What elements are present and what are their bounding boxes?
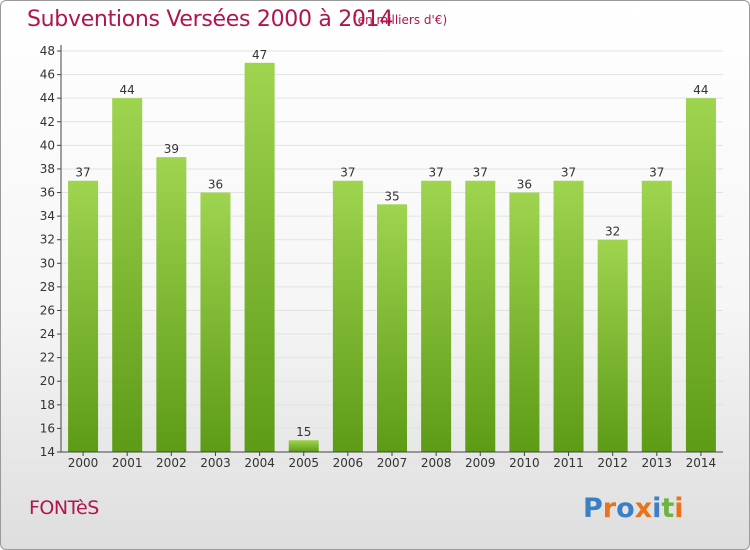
x-tick-label: 2010 <box>509 456 540 470</box>
x-tick-label: 2004 <box>244 456 275 470</box>
bar-2010 <box>509 192 540 452</box>
bar-value-label: 37 <box>428 166 443 180</box>
bar-value-label: 37 <box>340 166 355 180</box>
bar-2000 <box>68 180 99 452</box>
bars <box>68 62 716 453</box>
axes: 14 16 18 20 22 24 26 28 30 32 34 36 38 40 42 44 46 48 2000… <box>40 44 723 470</box>
y-tick-label: 40 <box>40 138 55 152</box>
y-tick-label: 32 <box>40 233 55 247</box>
bar-value-label: 37 <box>561 166 576 180</box>
bar-2002 <box>156 157 187 452</box>
y-tick-label: 24 <box>40 327 55 341</box>
bar-2009 <box>465 180 496 452</box>
x-tick-label: 2008 <box>421 456 452 470</box>
chart-unit: (en milliers d'€) <box>353 13 448 27</box>
bar-2003 <box>200 192 231 452</box>
data-labels: 37 44 39 36 47 15 37 35 37 37 36 37 32 37 44 <box>75 48 708 439</box>
bar-value-label: 44 <box>693 83 708 97</box>
y-tick-label: 30 <box>40 256 55 270</box>
y-tick-label: 28 <box>40 280 55 294</box>
x-tick-label: 2009 <box>465 456 496 470</box>
x-tick-label: 2000 <box>68 456 99 470</box>
bar-value-label: 36 <box>517 178 532 192</box>
bar-2006 <box>332 180 363 452</box>
x-tick-label: 2012 <box>597 456 628 470</box>
bar-2004 <box>244 62 275 452</box>
x-tick-label: 2014 <box>686 456 717 470</box>
bar-value-label: 36 <box>208 178 223 192</box>
x-tick-label: 2011 <box>553 456 584 470</box>
bar-value-label: 35 <box>384 189 399 203</box>
x-tick-label: 2005 <box>288 456 319 470</box>
bar-value-label: 39 <box>164 142 179 156</box>
y-tick-label: 46 <box>40 68 55 82</box>
svg-text:Proxiti: Proxiti <box>583 493 684 524</box>
bar-value-label: 47 <box>252 48 267 62</box>
bar-chart: 37 44 39 36 47 15 37 35 37 37 36 37 32 37 44 14 16 18 20 2… <box>40 44 723 470</box>
y-tick-label: 48 <box>40 44 55 58</box>
bar-value-label: 37 <box>649 166 664 180</box>
y-tick-label: 22 <box>40 351 55 365</box>
bar-2007 <box>377 204 407 452</box>
y-tick-label: 18 <box>40 398 55 412</box>
bar-value-label: 37 <box>75 166 90 180</box>
y-tick-label: 26 <box>40 303 55 317</box>
x-tick-label: 2006 <box>333 456 364 470</box>
y-tick-label: 20 <box>40 374 55 388</box>
proxiti-logo: Proxiti <box>583 493 684 524</box>
commune-name: FONTèS <box>29 497 99 519</box>
bar-2001 <box>112 98 143 453</box>
bar-2011 <box>553 180 584 452</box>
chart-title: Subventions Versées 2000 à 2014 <box>27 7 394 32</box>
y-tick-label: 34 <box>40 209 55 223</box>
y-tick-label: 16 <box>40 421 55 435</box>
x-tick-label: 2007 <box>377 456 408 470</box>
bar-2012 <box>597 239 628 452</box>
bar-value-label: 32 <box>605 225 620 239</box>
bar-value-label: 37 <box>473 166 488 180</box>
bar-2013 <box>641 180 672 452</box>
x-tick-label: 2013 <box>642 456 673 470</box>
x-tick-label: 2003 <box>200 456 231 470</box>
bar-value-label: 44 <box>120 83 135 97</box>
bar-2005 <box>288 440 319 452</box>
y-tick-label: 14 <box>40 445 55 459</box>
y-tick-label: 36 <box>40 186 55 200</box>
x-tick-label: 2001 <box>112 456 143 470</box>
x-tick-label: 2002 <box>156 456 187 470</box>
bar-2014 <box>685 98 716 453</box>
y-tick-label: 44 <box>40 91 55 105</box>
bar-2008 <box>421 180 452 452</box>
bar-value-label: 15 <box>296 425 311 439</box>
y-tick-label: 38 <box>40 162 55 176</box>
y-tick-label: 42 <box>40 115 55 129</box>
